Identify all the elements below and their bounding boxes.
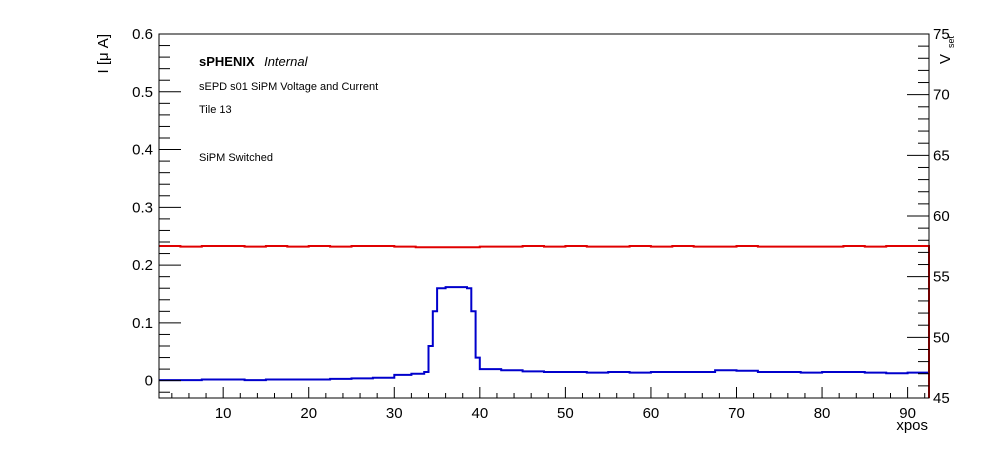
annotation-line2: Tile 13 [199,104,232,116]
y-axis-title: I [μ A] [95,34,112,74]
current-series-line [159,286,929,382]
x-tick-label: 80 [814,405,831,422]
x-axis-title: xpos [896,417,928,434]
voltage-series-line [159,245,930,398]
y2-axis-title: V set [937,36,956,65]
annotation-line3: SiPM Switched [199,152,273,164]
annotation-line1: sEPD s01 SiPM Voltage and Current [199,81,378,93]
x-tick-label: 30 [386,405,403,422]
y2-tick-label: 65 [933,147,950,164]
y-tick-label: 0.4 [132,142,153,159]
brand-label: sPHENIX Internal [199,53,309,70]
y-tick-label: 0.1 [132,315,153,332]
y2-tick-label: 50 [933,329,950,346]
y2-axis-title-subscript: set [946,36,956,49]
x-tick-label: 60 [643,405,660,422]
y-tick-label: 0.5 [132,84,153,101]
x-tick-label: 70 [728,405,745,422]
y2-tick-label: 75 [933,26,950,43]
y2-tick-label: 45 [933,390,950,407]
x-tick-label: 40 [471,405,488,422]
y2-tick-label: 60 [933,208,950,225]
x-tick-label: 20 [300,405,317,422]
brand-italic: Internal [264,54,308,69]
x-tick-label: 10 [215,405,232,422]
y-tick-label: 0.6 [132,26,153,43]
axis-layer: 10 20 30 40 50 60 70 80 90 0 0.1 0.2 0.3 0.4 0.5 0.6 45 5… [132,26,950,422]
y-tick-label: 0.2 [132,257,153,274]
y2-tick-label: 70 [933,87,950,104]
x-tick-label: 90 [899,405,916,422]
y-tick-label: 0.3 [132,199,153,216]
y2-tick-label: 55 [933,269,950,286]
x-tick-label: 50 [557,405,574,422]
series-layer [159,245,930,398]
brand-bold: sPHENIX [199,54,255,69]
y-tick-label: 0 [145,373,153,390]
y2-axis-title-main: V [937,54,954,64]
